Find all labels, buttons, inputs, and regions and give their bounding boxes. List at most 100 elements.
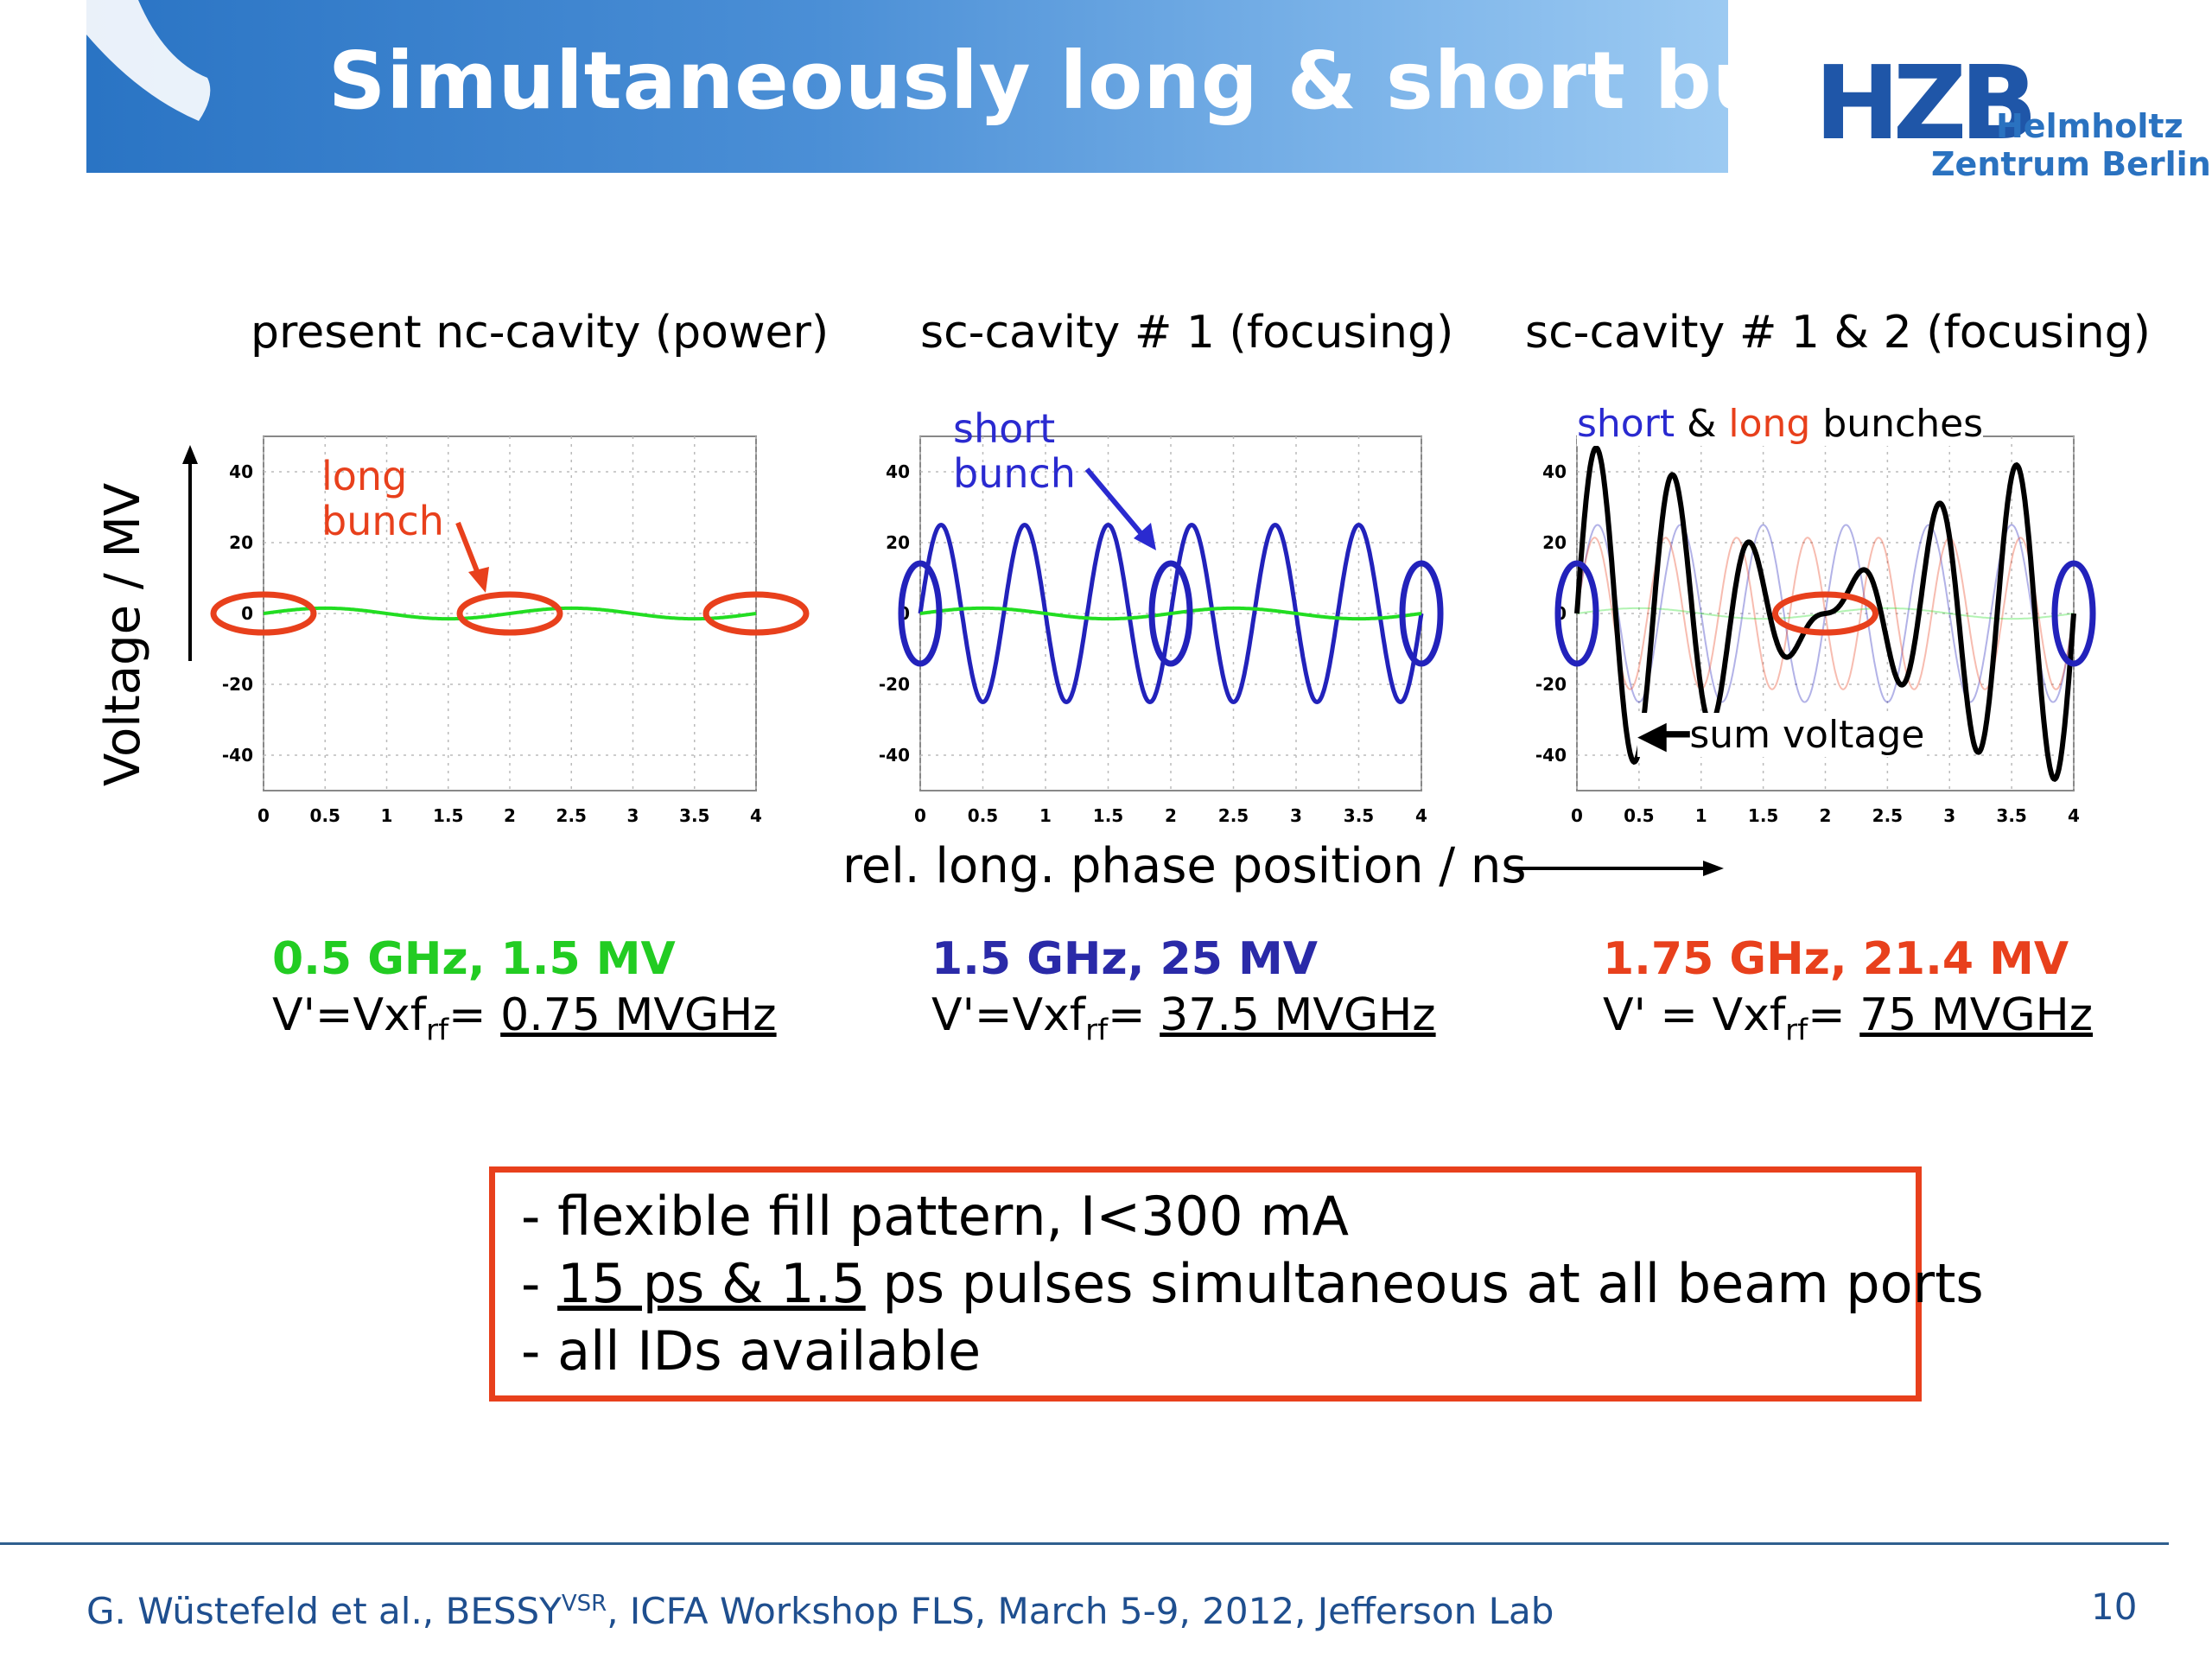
- x-tick-label: 1.5: [433, 805, 463, 826]
- bunch-marker: [2051, 560, 2096, 667]
- summary-line-2-prefix: -: [521, 1252, 558, 1315]
- y-tick-label: -40: [222, 745, 253, 766]
- bunch-marker: [1554, 560, 1599, 667]
- x-tick-label: 1: [1039, 805, 1052, 826]
- footer-text-main: G. Wüstefeld et al., BESSY: [86, 1590, 562, 1632]
- x-tick-label: 1: [381, 805, 393, 826]
- bunch-marker: [210, 591, 317, 636]
- x-tick-label: 2.5: [556, 805, 587, 826]
- footer-text-after: , ICFA Workshop FLS, March 5-9, 2012, Je…: [607, 1590, 1554, 1632]
- short-bunch-arrow-icon: [1084, 467, 1156, 550]
- x-tick-label: 0: [914, 805, 926, 826]
- x-tick-label: 3.5: [1996, 805, 2026, 826]
- x-tick-label: 3: [627, 805, 639, 826]
- bunch-marker: [456, 591, 563, 636]
- summary-line-3: - all IDs available: [521, 1319, 982, 1382]
- y-tick-label: -20: [1535, 674, 1567, 695]
- summary-line-2-rest: ps pulses simultaneous at all beam ports: [865, 1252, 1984, 1315]
- panel-1-formula-sub: rf: [426, 1013, 449, 1048]
- panel-1-formula-value: 0.75 MVGHz: [500, 989, 777, 1041]
- y-tick-label: 0: [241, 603, 253, 624]
- y-axis-label: Voltage / MV: [95, 482, 151, 786]
- series-line-green: [263, 606, 757, 621]
- x-tick-label: 4: [750, 805, 762, 826]
- summary-box: - flexible fill pattern, I<300 mA - 15 p…: [489, 1166, 1984, 1402]
- panel-2-formula-sub: rf: [1085, 1013, 1109, 1048]
- x-tick-label: 0: [1571, 805, 1583, 826]
- panel-3-formula: V' = Vxfrf= 75 MVGHz: [1603, 989, 2093, 1047]
- footer-sup: VSR: [561, 1591, 607, 1617]
- bunches-word: bunches: [1810, 402, 1984, 446]
- x-axis-label-text: rel. long. phase position / ns: [842, 838, 1527, 894]
- panel-1-title: present nc-cavity (power): [251, 307, 830, 359]
- x-tick-label: 2: [504, 805, 516, 826]
- panel-3-formula-prefix: V' = Vxf: [1603, 989, 1786, 1041]
- panel-3-title: sc-cavity # 1 & 2 (focusing): [1525, 307, 2151, 359]
- summary-line-2-underlined: 15 ps & 1.5: [557, 1252, 866, 1315]
- x-axis-label: rel. long. phase position / ns: [842, 838, 1527, 894]
- panel-1-formula-prefix: V'=Vxf: [272, 989, 427, 1041]
- y-tick-label: -40: [879, 745, 910, 766]
- x-tick-label: 1: [1695, 805, 1707, 826]
- short-bunch-word-2: bunch: [953, 450, 1076, 497]
- long-bunch-word-2: bunch: [321, 498, 444, 544]
- title-bar: [86, 0, 1728, 173]
- y-tick-label: 20: [886, 532, 910, 553]
- panel-2-formula-value: 37.5 MVGHz: [1160, 989, 1436, 1041]
- footer-text: G. Wüstefeld et al., BESSYVSR, ICFA Work…: [86, 1590, 1554, 1632]
- short-bunch-label: short bunch: [953, 406, 1076, 496]
- short-long-bunches-label: short & long bunches: [1577, 402, 1984, 446]
- bunch-marker: [702, 591, 810, 636]
- short-bunch-word-1: short: [953, 405, 1056, 452]
- bunch-marker: [898, 560, 943, 667]
- slide-title: Simultaneously long & short bunches: [328, 35, 2036, 127]
- series-line-black: [1574, 445, 2076, 782]
- panel-2-formula-prefix: V'=Vxf: [931, 989, 1086, 1041]
- x-tick-label: 2.5: [1872, 805, 1903, 826]
- x-tick-label: 1.5: [1748, 805, 1778, 826]
- x-axis-arrow-icon: [1508, 861, 1724, 876]
- x-tick-label: 4: [2068, 805, 2080, 826]
- chart-nc-cavity: 0 0.5 1 1.5 2 2.5 3 3.5 4 40 20 0 -20 -40: [210, 435, 810, 826]
- hzb-logo: HZB Helmholtz Zentrum Berlin: [1815, 43, 2211, 190]
- x-tick-label: 0.5: [968, 805, 998, 826]
- x-tick-label: 0.5: [1624, 805, 1654, 826]
- swoosh-icon: [86, 0, 211, 121]
- x-tick-label: 2: [1820, 805, 1832, 826]
- x-tick-label: 4: [1415, 805, 1427, 826]
- y-axis-arrow-icon: [182, 445, 198, 661]
- x-tick-label: 0: [257, 805, 270, 826]
- panel-1-formula-eq: =: [448, 989, 501, 1041]
- x-tick-label: 2.5: [1218, 805, 1249, 826]
- y-tick-label: 20: [1542, 532, 1567, 553]
- series-line-green: [919, 606, 1422, 621]
- bunch-marker: [1399, 560, 1444, 667]
- sum-voltage-text: sum voltage: [1689, 713, 1925, 757]
- long-bunch-word-1: long: [321, 453, 408, 499]
- panel-1-formula: V'=Vxfrf= 0.75 MVGHz: [272, 989, 777, 1047]
- x-tick-label: 0.5: [310, 805, 340, 826]
- left-arrow-icon: ◀━: [1637, 713, 1690, 757]
- y-tick-label: 20: [229, 532, 253, 553]
- long-word: long: [1728, 402, 1811, 446]
- panel-2-title: sc-cavity # 1 (focusing): [920, 307, 1454, 359]
- logo-line2: Zentrum Berlin: [1931, 145, 2211, 183]
- y-tick-label: 40: [229, 461, 253, 482]
- x-tick-label: 3: [1943, 805, 1955, 826]
- long-bunch-label: long bunch: [321, 454, 444, 543]
- logo-hzb-text: HZB: [1815, 43, 2037, 162]
- amp-word: &: [1675, 402, 1729, 446]
- panel-3-freq: 1.75 GHz, 21.4 MV: [1603, 933, 2069, 985]
- x-tick-label: 3: [1290, 805, 1302, 826]
- sum-voltage-label: ◀━sum voltage: [1637, 713, 1925, 757]
- panel-2-formula-eq: =: [1108, 989, 1160, 1041]
- x-tick-label: 3.5: [679, 805, 709, 826]
- long-bunch-arrow-icon: [455, 521, 489, 593]
- panel-1-freq: 0.5 GHz, 1.5 MV: [272, 933, 676, 985]
- y-tick-label: -40: [1535, 745, 1567, 766]
- bunch-marker: [1772, 591, 1878, 636]
- y-tick-label: -20: [879, 674, 910, 695]
- panel-3-formula-value: 75 MVGHz: [1859, 989, 2094, 1041]
